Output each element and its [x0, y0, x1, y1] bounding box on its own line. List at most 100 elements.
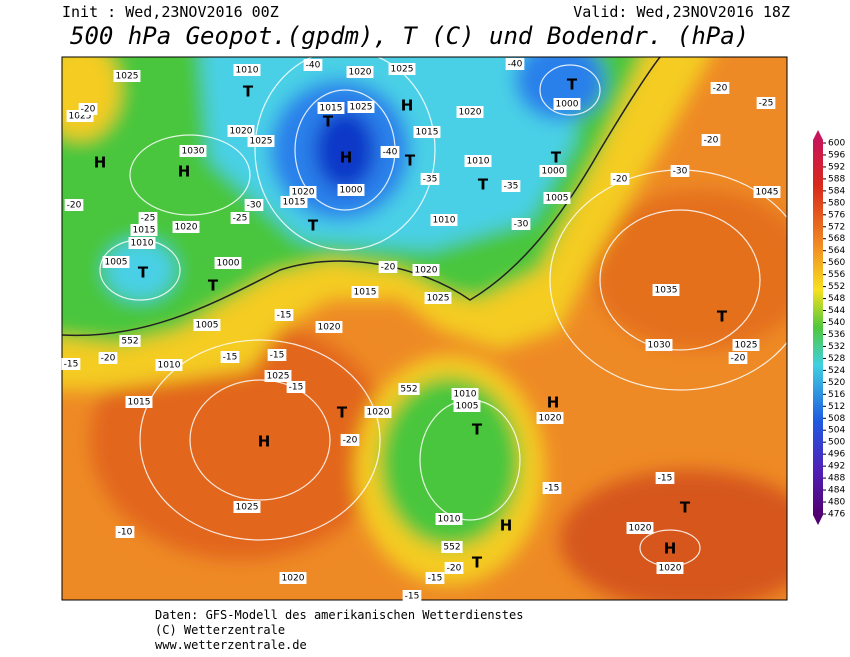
label-box [179, 145, 207, 157]
map-field [62, 57, 787, 600]
colorbar-label: 480 [828, 498, 845, 508]
isoline-label: 1020 [629, 524, 652, 534]
isoline-label: -15 [545, 484, 560, 494]
isoline-label: 1000 [217, 259, 240, 269]
footer-line: www.wetterzentrale.de [155, 638, 307, 652]
label-box [125, 396, 153, 408]
pressure-center: H [258, 433, 271, 451]
colorbar-label: 504 [828, 426, 845, 436]
isoline-label: 1020 [318, 323, 341, 333]
isoline-label: 1010 [454, 390, 477, 400]
isoline-label: -15 [405, 592, 420, 602]
label-box [233, 501, 261, 513]
label-box [155, 359, 183, 371]
isoline-label: -15 [223, 353, 238, 363]
label-box [264, 370, 292, 382]
isoline-label: 1020 [659, 564, 682, 574]
pressure-center: H [178, 163, 191, 181]
colorbar-label: 596 [828, 150, 845, 160]
colorbar-label: 560 [828, 258, 845, 268]
label-box [230, 212, 250, 224]
colorbar-label: 516 [828, 390, 845, 400]
isoline-label: 1020 [292, 188, 315, 198]
isoline-label: -30 [673, 167, 688, 177]
isoline-label: 1015 [320, 104, 343, 114]
isoline-label: 1000 [340, 186, 363, 196]
label-box [227, 125, 255, 137]
isoline-label: 1025 [350, 103, 373, 113]
colorbar-label: 540 [828, 318, 845, 328]
label-box [464, 155, 492, 167]
pressure-center: T [243, 83, 254, 101]
isoline-label: -40 [508, 60, 523, 70]
isoline-label: -15 [270, 351, 285, 361]
isoline-label: 1010 [158, 361, 181, 371]
label-box [655, 472, 675, 484]
isoline-label: -35 [423, 175, 438, 185]
isoline-label: 1025 [250, 137, 273, 147]
label-box [753, 186, 781, 198]
label-box [451, 388, 479, 400]
isoline-label: 1025 [735, 341, 758, 351]
isoline-label: 1020 [282, 574, 305, 584]
label-box [543, 192, 571, 204]
colorbar-arrow [813, 130, 823, 140]
label-box [317, 102, 345, 114]
label-box [536, 412, 564, 424]
label-box [220, 351, 240, 363]
colorbar-label: 572 [828, 222, 845, 232]
label-box [340, 434, 360, 446]
label-box [501, 180, 521, 192]
label-box [420, 173, 440, 185]
colorbar-label: 528 [828, 354, 845, 364]
isoline-label: 552 [443, 543, 460, 553]
label-box [542, 482, 562, 494]
isoline-label: 1010 [467, 157, 490, 167]
label-box [130, 224, 158, 236]
isoline-label: 1010 [433, 216, 456, 226]
label-box [652, 284, 680, 296]
label-box [670, 165, 690, 177]
colorbar-label: 548 [828, 294, 845, 304]
label-box [380, 146, 400, 158]
colorbar-label: 544 [828, 306, 845, 316]
footer-line: Daten: GFS-Modell des amerikanischen Wet… [155, 608, 523, 622]
pressure-center: T [138, 264, 149, 282]
label-box [402, 590, 422, 602]
label-box [511, 218, 531, 230]
label-box [710, 82, 730, 94]
isoline-label: 1015 [283, 198, 306, 208]
isoline-label: 1005 [456, 402, 479, 412]
isoline-label: -20 [731, 354, 746, 364]
label-box [193, 319, 221, 331]
colorbar-label: 532 [828, 342, 845, 352]
isoline-label: -15 [289, 383, 304, 393]
isoline-label: 1020 [459, 108, 482, 118]
valid-time: Valid: Wed,23NOV2016 18Z [573, 3, 790, 21]
isoline-label: 1025 [427, 294, 450, 304]
isoline-label: -30 [247, 201, 262, 211]
pressure-center: T [323, 113, 334, 131]
isoline-label: 1015 [354, 288, 377, 298]
isoline-label: -20 [381, 263, 396, 273]
isoline-label: 1015 [128, 398, 151, 408]
label-box [424, 292, 452, 304]
isoline-label: 1020 [349, 68, 372, 78]
isoline-label: -15 [658, 474, 673, 484]
isoline-label: 1010 [236, 66, 259, 76]
colorbar-label: 576 [828, 210, 845, 220]
label-box [337, 184, 365, 196]
isoline-label: -15 [428, 574, 443, 584]
label-box [425, 572, 445, 584]
label-box [315, 321, 343, 333]
footer-line: (C) Wetterzentrale [155, 623, 285, 637]
pressure-center: H [547, 394, 560, 412]
map-title: 500 hPa Geopot.(gpdm), T (C) und Bodendr… [70, 22, 749, 50]
colorbar-label: 564 [828, 246, 845, 256]
isoline-label: -10 [118, 528, 133, 538]
label-box [172, 221, 200, 233]
label-box [435, 513, 463, 525]
label-box [289, 186, 317, 198]
label-box [378, 261, 398, 273]
